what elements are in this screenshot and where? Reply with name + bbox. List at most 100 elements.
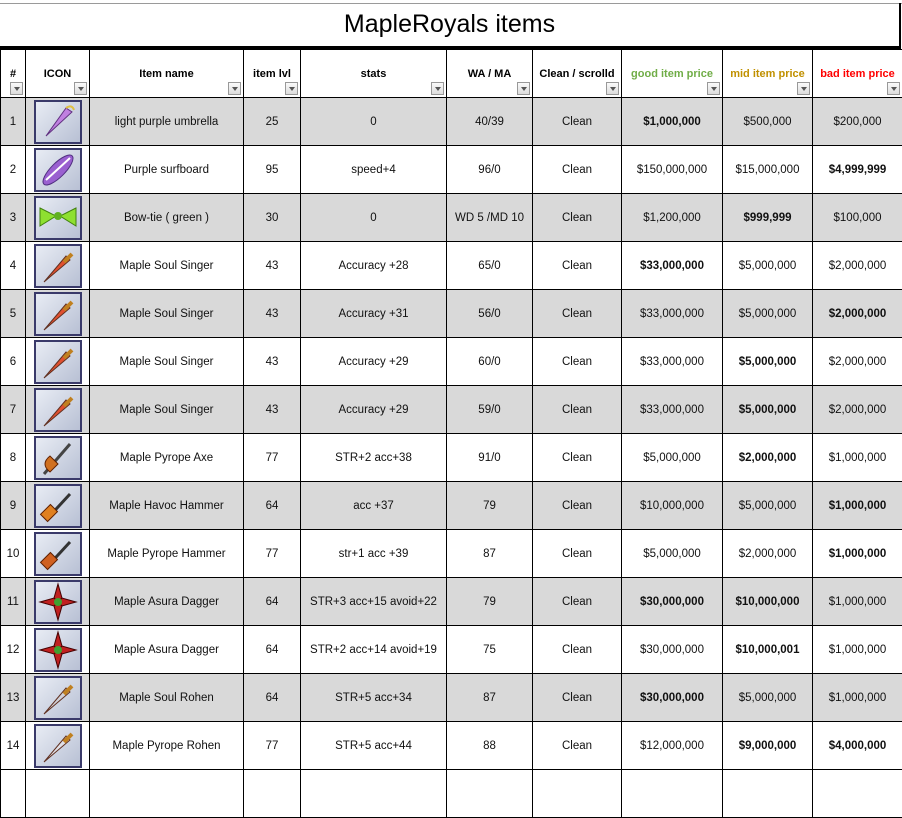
cell-mid-item-price[interactable]: $5,000,000 — [723, 242, 813, 290]
cell-number[interactable]: 9 — [1, 482, 26, 530]
cell-item-name[interactable]: Maple Soul Rohen — [90, 674, 244, 722]
cell-item-name[interactable]: Maple Havoc Hammer — [90, 482, 244, 530]
cell-icon[interactable] — [26, 434, 90, 482]
cell-clean-scrolld[interactable]: Clean — [533, 626, 622, 674]
cell-bad-item-price[interactable]: $100,000 — [813, 194, 902, 242]
cell-wa-ma[interactable]: WD 5 /MD 10 — [447, 194, 533, 242]
cell-number[interactable]: 3 — [1, 194, 26, 242]
cell-number[interactable]: 10 — [1, 530, 26, 578]
cell-icon[interactable] — [26, 242, 90, 290]
cell-clean-scrolld[interactable]: Clean — [533, 290, 622, 338]
filter-dropdown-button[interactable] — [797, 82, 810, 95]
cell-stats[interactable]: acc +37 — [301, 482, 447, 530]
cell-wa-ma[interactable]: 59/0 — [447, 386, 533, 434]
cell-item-lvl[interactable]: 77 — [244, 722, 301, 770]
cell-good-item-price[interactable]: $1,200,000 — [622, 194, 723, 242]
cell-bad-item-price[interactable]: $200,000 — [813, 98, 902, 146]
cell-icon[interactable] — [26, 194, 90, 242]
cell-wa-ma[interactable]: 75 — [447, 626, 533, 674]
cell-clean-scrolld[interactable]: Clean — [533, 386, 622, 434]
cell-wa-ma[interactable]: 87 — [447, 674, 533, 722]
cell-good-item-price[interactable]: $1,000,000 — [622, 98, 723, 146]
cell-item-lvl[interactable]: 77 — [244, 530, 301, 578]
cell-item-lvl[interactable]: 30 — [244, 194, 301, 242]
cell-wa-ma[interactable]: 79 — [447, 482, 533, 530]
cell-item-lvl[interactable]: 95 — [244, 146, 301, 194]
cell-mid-item-price[interactable]: $5,000,000 — [723, 482, 813, 530]
cell-wa-ma[interactable]: 60/0 — [447, 338, 533, 386]
cell-good-item-price[interactable]: $33,000,000 — [622, 338, 723, 386]
cell-mid-item-price[interactable]: $5,000,000 — [723, 338, 813, 386]
cell-icon[interactable] — [26, 530, 90, 578]
filter-dropdown-button[interactable] — [285, 82, 298, 95]
filter-dropdown-button[interactable] — [10, 82, 23, 95]
cell-item-lvl[interactable]: 43 — [244, 338, 301, 386]
cell-stats[interactable]: STR+5 acc+44 — [301, 722, 447, 770]
cell-bad-item-price[interactable]: $1,000,000 — [813, 674, 902, 722]
cell-empty[interactable] — [533, 770, 622, 818]
cell-bad-item-price[interactable]: $2,000,000 — [813, 386, 902, 434]
cell-mid-item-price[interactable]: $5,000,000 — [723, 674, 813, 722]
cell-good-item-price[interactable]: $5,000,000 — [622, 530, 723, 578]
cell-mid-item-price[interactable]: $15,000,000 — [723, 146, 813, 194]
cell-empty[interactable] — [723, 770, 813, 818]
cell-stats[interactable]: Accuracy +29 — [301, 338, 447, 386]
cell-bad-item-price[interactable]: $2,000,000 — [813, 338, 902, 386]
cell-item-name[interactable]: Maple Asura Dagger — [90, 578, 244, 626]
cell-stats[interactable]: 0 — [301, 98, 447, 146]
cell-bad-item-price[interactable]: $4,999,999 — [813, 146, 902, 194]
cell-wa-ma[interactable]: 96/0 — [447, 146, 533, 194]
cell-stats[interactable]: STR+2 acc+38 — [301, 434, 447, 482]
filter-dropdown-button[interactable] — [228, 82, 241, 95]
cell-clean-scrolld[interactable]: Clean — [533, 674, 622, 722]
cell-icon[interactable] — [26, 338, 90, 386]
cell-empty[interactable] — [1, 770, 26, 818]
cell-icon[interactable] — [26, 290, 90, 338]
cell-mid-item-price[interactable]: $10,000,001 — [723, 626, 813, 674]
cell-stats[interactable]: 0 — [301, 194, 447, 242]
cell-icon[interactable] — [26, 482, 90, 530]
cell-number[interactable]: 7 — [1, 386, 26, 434]
cell-item-name[interactable]: Maple Soul Singer — [90, 386, 244, 434]
cell-bad-item-price[interactable]: $1,000,000 — [813, 434, 902, 482]
cell-good-item-price[interactable]: $30,000,000 — [622, 578, 723, 626]
cell-empty[interactable] — [813, 770, 902, 818]
cell-good-item-price[interactable]: $33,000,000 — [622, 242, 723, 290]
cell-number[interactable]: 13 — [1, 674, 26, 722]
cell-wa-ma[interactable]: 87 — [447, 530, 533, 578]
cell-item-name[interactable]: Maple Pyrope Hammer — [90, 530, 244, 578]
cell-item-lvl[interactable]: 43 — [244, 290, 301, 338]
cell-empty[interactable] — [244, 770, 301, 818]
cell-number[interactable]: 5 — [1, 290, 26, 338]
cell-wa-ma[interactable]: 88 — [447, 722, 533, 770]
filter-dropdown-button[interactable] — [431, 82, 444, 95]
cell-bad-item-price[interactable]: $1,000,000 — [813, 482, 902, 530]
cell-stats[interactable]: Accuracy +29 — [301, 386, 447, 434]
cell-good-item-price[interactable]: $12,000,000 — [622, 722, 723, 770]
cell-item-name[interactable]: Maple Pyrope Rohen — [90, 722, 244, 770]
cell-clean-scrolld[interactable]: Clean — [533, 434, 622, 482]
cell-number[interactable]: 2 — [1, 146, 26, 194]
cell-clean-scrolld[interactable]: Clean — [533, 722, 622, 770]
cell-number[interactable]: 12 — [1, 626, 26, 674]
cell-bad-item-price[interactable]: $1,000,000 — [813, 578, 902, 626]
cell-good-item-price[interactable]: $33,000,000 — [622, 290, 723, 338]
cell-mid-item-price[interactable]: $500,000 — [723, 98, 813, 146]
cell-number[interactable]: 11 — [1, 578, 26, 626]
filter-dropdown-button[interactable] — [74, 82, 87, 95]
cell-bad-item-price[interactable]: $1,000,000 — [813, 626, 902, 674]
cell-item-lvl[interactable]: 64 — [244, 578, 301, 626]
cell-bad-item-price[interactable]: $1,000,000 — [813, 530, 902, 578]
cell-wa-ma[interactable]: 79 — [447, 578, 533, 626]
cell-wa-ma[interactable]: 65/0 — [447, 242, 533, 290]
cell-item-name[interactable]: Maple Asura Dagger — [90, 626, 244, 674]
cell-empty[interactable] — [301, 770, 447, 818]
cell-icon[interactable] — [26, 146, 90, 194]
cell-mid-item-price[interactable]: $5,000,000 — [723, 386, 813, 434]
cell-clean-scrolld[interactable]: Clean — [533, 338, 622, 386]
cell-item-name[interactable]: Purple surfboard — [90, 146, 244, 194]
cell-stats[interactable]: STR+5 acc+34 — [301, 674, 447, 722]
cell-mid-item-price[interactable]: $9,000,000 — [723, 722, 813, 770]
cell-item-name[interactable]: Maple Soul Singer — [90, 242, 244, 290]
cell-clean-scrolld[interactable]: Clean — [533, 242, 622, 290]
